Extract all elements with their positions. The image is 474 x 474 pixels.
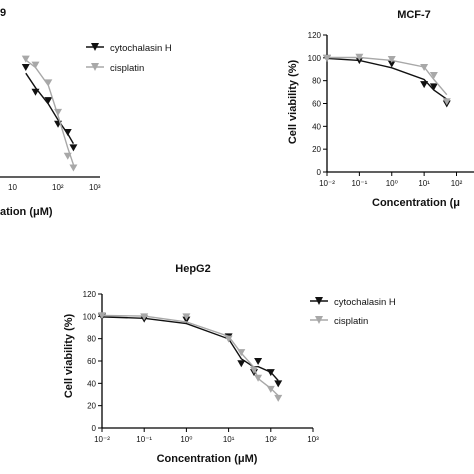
- fit-curve-cytochalasin-mcf7: [326, 57, 448, 100]
- legend-hepg2: cytochalasin H cisplatin: [310, 297, 396, 327]
- x-tick-label-hepg2: 10⁻¹: [136, 435, 152, 444]
- fit-curve-cytochalasin-left: [25, 72, 75, 144]
- point-cytochalasin-hepg2-4: [237, 360, 246, 368]
- x-tick-label-mcf7: 10⁻¹: [351, 179, 367, 188]
- point-cytochalasin-left-1: [31, 88, 40, 96]
- y-tick-label-mcf7: 20: [312, 145, 321, 154]
- legend-label-cisplatin-left: cisplatin: [110, 63, 144, 74]
- point-cisplatin-left-4: [63, 152, 72, 160]
- point-cisplatin-hepg2-8: [274, 394, 283, 402]
- x-ticks-hepg2: 10⁻² 10⁻¹ 10⁰ 10¹ 10² 10³: [94, 428, 319, 444]
- point-cisplatin-hepg2-1: [140, 313, 149, 321]
- panel-left: 9 cytochalasin H cisplatin 10 10² 10³ at…: [0, 7, 172, 218]
- point-cisplatin-mcf7-4: [429, 71, 438, 79]
- chart-title-left: 9: [0, 7, 6, 19]
- point-cisplatin-mcf7-5: [442, 98, 451, 106]
- y-tick-label-mcf7: 60: [312, 100, 321, 109]
- x-ticks-mcf7: 10⁻² 10⁻¹ 10⁰ 10¹ 10²: [319, 172, 463, 188]
- panel-hepg2: HepG2 Cell viability (%) 0 20 40 60 80 100 120…: [63, 263, 396, 465]
- point-cytochalasin-mcf7-2: [387, 60, 396, 68]
- x-tick-label-hepg2: 10²: [265, 435, 277, 444]
- point-cisplatin-mcf7-2: [387, 55, 396, 63]
- fit-curve-cytochalasin-hepg2: [101, 316, 279, 381]
- x-tick-label-hepg2: 10⁻²: [94, 435, 110, 444]
- legend-label-cytochalasin-hepg2: cytochalasin H: [334, 297, 396, 308]
- legend-left: cytochalasin H cisplatin: [86, 43, 172, 74]
- point-cytochalasin-left-4: [63, 129, 72, 137]
- y-tick-label-mcf7: 100: [308, 54, 322, 63]
- legend-label-cisplatin-hepg2: cisplatin: [334, 316, 368, 327]
- chart-title-hepg2: HepG2: [175, 263, 210, 275]
- x-tick-left-2: 10³: [89, 183, 101, 192]
- x-tick-label-mcf7: 10²: [451, 179, 463, 188]
- point-cisplatin-left-2: [44, 79, 53, 87]
- y-tick-label-hepg2: 40: [87, 379, 96, 388]
- plot-area-mcf7: [323, 53, 451, 108]
- point-cytochalasin-left-0: [21, 63, 30, 71]
- x-tick-label-hepg2: 10⁰: [180, 435, 192, 444]
- point-cytochalasin-left-2: [44, 97, 53, 105]
- legend-marker-cisplatin-left: [91, 63, 99, 71]
- fit-curve-cisplatin-mcf7: [327, 56, 448, 96]
- x-tick-label-hepg2: 10¹: [223, 435, 235, 444]
- x-axis-title-left: ation (μM): [0, 206, 53, 218]
- point-cytochalasin-mcf7-3: [420, 81, 429, 89]
- point-cisplatin-mcf7-1: [355, 53, 364, 61]
- point-cytochalasin-hepg2-8: [274, 380, 283, 388]
- x-axis-title-mcf7: Concentration (μ: [372, 197, 460, 209]
- y-ticks-hepg2: 0 20 40 60 80 100 120: [83, 290, 102, 433]
- point-cisplatin-left-3: [54, 108, 63, 116]
- point-cisplatin-left-1: [31, 61, 40, 69]
- point-cisplatin-hepg2-2: [182, 313, 191, 321]
- y-ticks-mcf7: 0 20 40 60 80 100 120: [308, 31, 327, 177]
- x-tick-label-mcf7: 10¹: [418, 179, 430, 188]
- x-tick-label-hepg2: 10³: [307, 435, 319, 444]
- legend-marker-cytochalasin-left: [91, 43, 99, 51]
- x-tick-label-mcf7: 10⁰: [386, 179, 398, 188]
- point-cytochalasin-hepg2-7: [266, 369, 275, 377]
- point-cisplatin-hepg2-0: [98, 312, 106, 320]
- point-cytochalasin-left-5: [69, 144, 78, 152]
- point-cytochalasin-hepg2-6: [254, 358, 263, 365]
- y-tick-label-mcf7: 80: [312, 77, 321, 86]
- y-tick-label-hepg2: 60: [87, 357, 96, 366]
- y-tick-label-mcf7: 40: [312, 122, 321, 131]
- legend-marker-cytochalasin-hepg2: [315, 297, 323, 305]
- point-cisplatin-left-0: [21, 55, 30, 63]
- x-tick-left-0: 10: [8, 183, 17, 192]
- y-tick-label-hepg2: 120: [83, 290, 97, 299]
- point-cytochalasin-mcf7-4: [429, 83, 438, 91]
- x-tick-label-mcf7: 10⁻²: [319, 179, 335, 188]
- x-axis-title-hepg2: Concentration (μM): [157, 453, 258, 465]
- point-cisplatin-hepg2-3: [224, 335, 233, 343]
- legend-label-cytochalasin-left: cytochalasin H: [110, 43, 172, 54]
- plot-area-left: [21, 55, 78, 172]
- legend-marker-cisplatin-hepg2: [315, 316, 323, 324]
- panel-mcf7: MCF-7 Cell viability (%) 0 20 40 60 80 100 120…: [287, 9, 474, 209]
- point-cisplatin-hepg2-4: [237, 349, 246, 357]
- y-axis-title-hepg2: Cell viability (%): [63, 313, 75, 398]
- point-cisplatin-mcf7-0: [323, 54, 331, 62]
- y-axis-title-mcf7: Cell viability (%): [287, 59, 299, 144]
- y-tick-label-hepg2: 0: [92, 424, 97, 433]
- plot-area-hepg2: [98, 312, 283, 402]
- y-tick-label-hepg2: 20: [87, 402, 96, 411]
- y-tick-label-mcf7: 0: [317, 168, 322, 177]
- y-tick-label-hepg2: 80: [87, 335, 96, 344]
- chart-title-mcf7: MCF-7: [397, 9, 431, 21]
- point-cisplatin-hepg2-7: [266, 385, 275, 393]
- point-cisplatin-mcf7-3: [420, 63, 429, 71]
- point-cisplatin-left-5: [69, 164, 78, 172]
- fit-curve-cisplatin-hepg2: [101, 314, 279, 397]
- y-tick-label-hepg2: 100: [83, 312, 97, 321]
- point-cisplatin-hepg2-6: [254, 374, 263, 382]
- y-tick-label-mcf7: 120: [308, 31, 322, 40]
- fit-curve-cisplatin-left: [25, 59, 75, 165]
- x-tick-left-1: 10²: [52, 183, 64, 192]
- point-cisplatin-hepg2-5: [250, 366, 259, 374]
